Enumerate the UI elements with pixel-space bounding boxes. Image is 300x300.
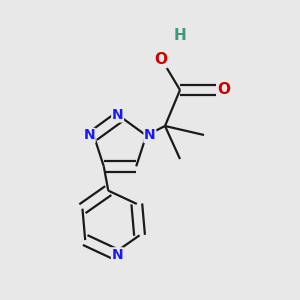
Text: N: N xyxy=(144,128,156,142)
Text: N: N xyxy=(112,248,123,262)
Text: H: H xyxy=(174,28,186,44)
Text: N: N xyxy=(83,128,95,142)
Text: N: N xyxy=(112,108,123,122)
Text: O: O xyxy=(154,52,167,68)
Text: O: O xyxy=(217,82,230,98)
